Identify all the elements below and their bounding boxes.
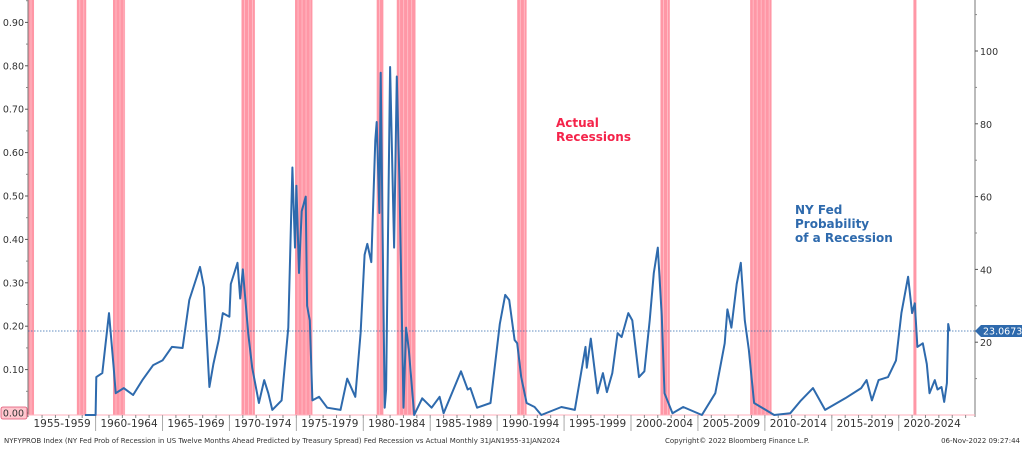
x-tick-label: 2010-2014: [770, 418, 828, 430]
footer-copyright: Copyright© 2022 Bloomberg Finance L.P.: [665, 437, 809, 445]
x-tick-label: 1990-1994: [502, 418, 560, 430]
x-tick-label: 1955-1959: [34, 418, 91, 430]
left-tick-label: 0.10: [3, 365, 24, 376]
x-tick-label: 1985-1989: [435, 418, 492, 430]
x-tick-label: 1980-1984: [368, 418, 426, 430]
recession-band: [241, 0, 255, 415]
last-value-badge: [975, 325, 1022, 338]
recession-bands: [28, 0, 917, 415]
x-tick-label: 2020-2024: [904, 418, 962, 430]
left-tick-label: 0.00: [3, 409, 24, 420]
left-tick-label: 0.60: [3, 148, 24, 159]
x-tick-label: 1995-1999: [569, 418, 626, 430]
x-tick-label: 2005-2009: [703, 418, 760, 430]
x-tick-label: 1970-1974: [234, 418, 292, 430]
recession-band: [76, 0, 87, 415]
x-tick-label: 2000-2004: [636, 418, 694, 430]
right-tick-label: 80: [980, 120, 992, 131]
right-tick-label: 100: [980, 47, 998, 58]
left-tick-label: 0.90: [3, 18, 24, 29]
zero-label-box: [0, 406, 28, 420]
recession-band: [517, 0, 527, 415]
recession-band: [660, 0, 670, 415]
right-tick-label: 40: [980, 265, 992, 276]
left-tick-label: 0.80: [3, 61, 24, 72]
probability-series-line: [84, 66, 951, 416]
axes: 0.00 0.10 0.20 0.30 0.40 0.50 0.60 0.70 0.80 0.90…: [0, 0, 998, 431]
footer-source: NYFYPROB Index (NY Fed Prob of Recession…: [4, 437, 561, 445]
recession-band: [913, 0, 917, 415]
right-tick-label: 20: [980, 338, 992, 349]
left-tick-label: 0.50: [3, 192, 24, 203]
annotation-ny-fed-probability: of a Recession: [795, 231, 893, 245]
annotation-ny-fed-probability: Probability: [795, 217, 869, 231]
left-tick-label: 0.20: [3, 322, 24, 333]
x-tick-label: 1965-1969: [167, 418, 224, 430]
left-tick-label: 0.70: [3, 105, 24, 116]
right-tick-label: 60: [980, 193, 992, 204]
recession-band: [112, 0, 126, 415]
x-tick-label: 2015-2019: [837, 418, 894, 430]
x-tick-label: 1960-1964: [100, 418, 158, 430]
annotation-actual-recessions: Recessions: [556, 130, 631, 144]
annotation-ny-fed-probability: NY Fed: [795, 203, 842, 217]
annotation-actual-recessions: Actual: [556, 116, 599, 130]
left-tick-label: 0.40: [3, 235, 24, 246]
footer-timestamp: 06-Nov-2022 09:27:44: [941, 437, 1020, 445]
last-value-label: 23.0673: [983, 327, 1022, 338]
left-tick-label: 0.30: [3, 278, 24, 289]
series-layer: [28, 66, 975, 416]
x-tick-label: 1975-1979: [301, 418, 358, 430]
